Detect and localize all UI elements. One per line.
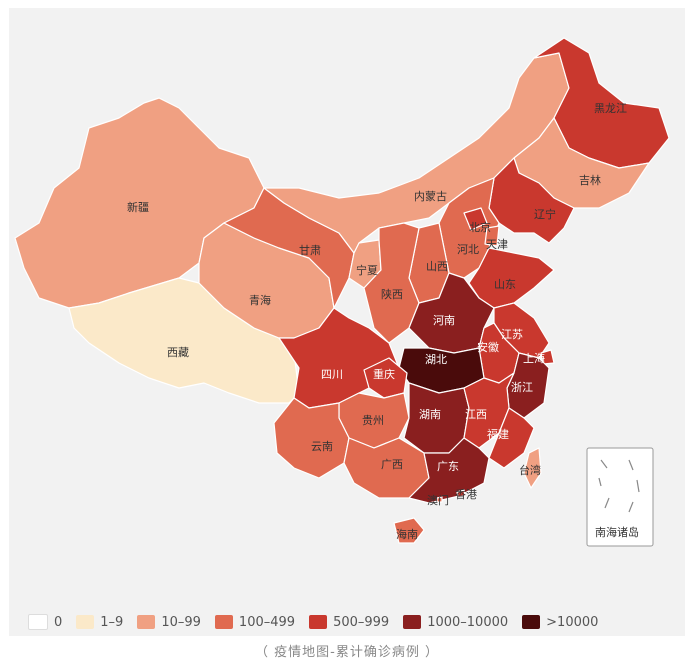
label-chongqing: 重庆 [373,367,395,381]
label-jilin: 吉林 [579,173,601,187]
legend-item-10-99[interactable]: 10–99 [137,615,201,630]
south-china-sea-inset [586,447,654,547]
label-heilongjiang: 黑龙江 [594,102,627,115]
label-beijing: 北京 [469,220,491,234]
legend-item-over-10000[interactable]: >10000 [522,615,598,630]
province-aomen[interactable] [436,496,443,503]
label-liaoning: 辽宁 [534,207,556,221]
legend-swatch [76,615,95,629]
label-zhejiang: 浙江 [511,381,533,394]
province-fujian[interactable] [488,407,535,469]
label-ningxia: 宁夏 [356,263,378,277]
province-taiwan[interactable] [523,447,542,489]
label-jiangxi: 江西 [465,408,487,421]
china-map: 黑龙江 吉林 辽宁 内蒙古 北京 天津 河北 山西 山东 新疆 甘肃 宁夏 青海… [14,37,670,547]
label-hainan: 海南 [396,527,418,541]
label-anhui: 安徽 [477,340,499,354]
province-shaanxi[interactable] [363,222,420,344]
label-fujian: 福建 [487,427,509,441]
label-xizang: 西藏 [167,346,189,359]
province-hainan[interactable] [393,517,425,544]
label-sichuan: 四川 [321,368,343,381]
legend-label: 500–999 [333,614,390,630]
label-xinjiang: 新疆 [127,200,149,214]
legend-label: 10–99 [161,614,201,630]
legend-item-1000-10000[interactable]: 1000–10000 [403,615,508,630]
province-xianggang[interactable] [456,489,466,498]
label-guangdong: 广东 [437,460,459,473]
legend-item-0[interactable]: 0 [28,614,62,630]
map-panel: 黑龙江 吉林 辽宁 内蒙古 北京 天津 河北 山西 山东 新疆 甘肃 宁夏 青海… [9,8,685,636]
label-tianjin: 天津 [486,238,508,251]
legend-label: 100–499 [238,614,296,630]
legend-swatch [522,615,541,629]
label-hebei: 河北 [457,243,479,256]
label-henan: 河南 [433,314,455,327]
province-shanghai[interactable] [540,349,555,365]
legend-swatch [309,615,328,629]
legend-swatch [137,615,156,629]
label-south-china-sea: 南海诸岛 [595,525,639,539]
label-shandong: 山东 [494,278,516,291]
legend-item-100-499[interactable]: 100–499 [214,614,296,630]
label-aomen: 澳门 [427,493,449,507]
province-beijing[interactable] [463,207,488,231]
legend-item-500-999[interactable]: 500–999 [309,615,389,630]
label-gansu: 甘肃 [299,244,321,257]
province-tianjin[interactable] [484,225,500,247]
island-dashes [598,459,640,513]
label-guangxi: 广西 [381,458,403,471]
province-guangdong[interactable] [408,437,490,504]
province-labels: 黑龙江 吉林 辽宁 内蒙古 北京 天津 河北 山西 山东 新疆 甘肃 宁夏 青海… [127,102,639,541]
label-neimenggu: 内蒙古 [414,189,447,203]
label-hubei: 湖北 [425,353,447,366]
label-shanghai: 上海 [523,351,545,365]
label-hunan: 湖南 [419,408,441,421]
legend-label: 0 [54,614,63,630]
label-taiwan: 台湾 [519,463,541,477]
legend-label: >10000 [546,614,599,630]
legend-label: 1–9 [100,614,124,630]
legend-item-1-9[interactable]: 1–9 [76,615,123,630]
map-caption: （ 疫情地图-累计确诊病例 ） [255,645,439,660]
label-guizhou: 贵州 [362,414,384,427]
legend-swatch [214,615,233,629]
label-shanxi: 山西 [426,260,448,273]
label-shaanxi: 陕西 [381,287,403,301]
legend: 0 1–9 10–99 100–499 500–999 1000–10000 >… [28,610,612,634]
legend-label: 1000–10000 [427,614,509,630]
label-jiangsu: 江苏 [501,328,523,341]
legend-swatch [28,614,48,630]
label-yunnan: 云南 [311,440,333,453]
province-henan[interactable] [408,272,495,354]
label-qinghai: 青海 [249,293,271,307]
label-xianggang: 香港 [455,488,477,501]
province-yunnan[interactable] [273,397,350,479]
legend-swatch [403,615,422,629]
